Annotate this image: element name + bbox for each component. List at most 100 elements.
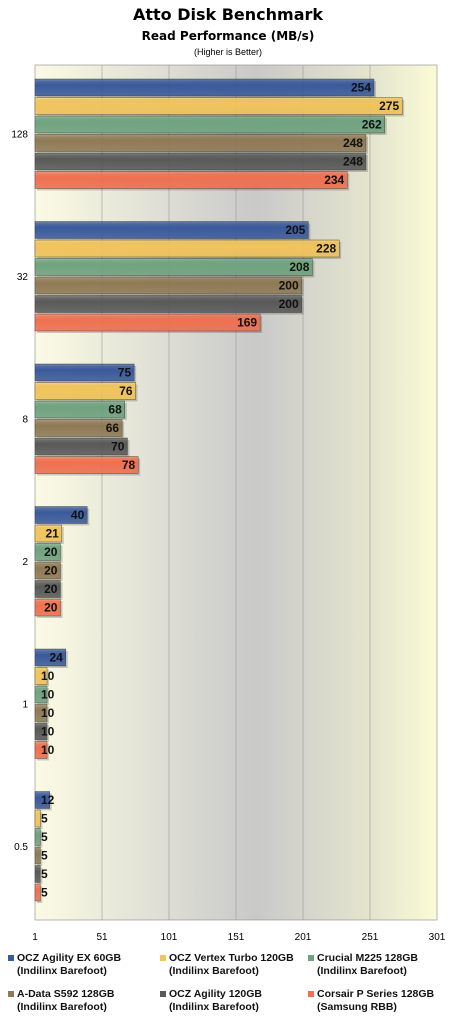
bar: [34, 741, 48, 759]
bar-value-label: 262: [362, 118, 382, 132]
bar: [34, 221, 309, 239]
legend-sublabel: (Indilinx Barefoot): [17, 964, 107, 977]
bar: [34, 561, 61, 580]
bar: [34, 809, 41, 828]
x-tick-label: 101: [161, 932, 178, 943]
chart-title: Atto Disk Benchmark: [133, 5, 323, 24]
bar: [34, 704, 48, 722]
legend-swatch: [308, 955, 314, 961]
bar-value-label: 234: [324, 173, 344, 187]
bar-value-label: 205: [285, 223, 305, 237]
bar-value-label: 228: [316, 242, 336, 256]
legend-label: OCZ Vertex Turbo 120GB: [169, 952, 294, 964]
y-tick-label: 128: [11, 130, 28, 141]
legend-item: OCZ Agility 120GB (Indilinx Barefoot): [160, 988, 310, 1016]
bar-series: 2542057540241227522876211052622086820105…: [34, 78, 405, 903]
bar: [34, 598, 61, 617]
legend-sublabel: (Indilinx Barefoot): [317, 964, 407, 977]
legend-sublabel: (Indilinx Barefoot): [169, 1000, 259, 1013]
bar-value-label: 66: [106, 421, 120, 435]
bar: [34, 791, 50, 809]
x-tick-label: 251: [362, 932, 379, 943]
legend-label: A-Data S592 128GB: [17, 988, 115, 1000]
x-tick-label: 301: [429, 932, 446, 943]
legend: OCZ Agility EX 60GB (Indilinx Barefoot) OC…: [0, 945, 457, 1017]
grid-lines: [101, 65, 371, 920]
bar: [34, 865, 41, 883]
bar: [34, 134, 367, 152]
bar: [34, 363, 135, 382]
bar-value-label: 20: [44, 582, 58, 596]
legend-label: OCZ Agility 120GB: [169, 988, 262, 1000]
bar-value-label: 5: [41, 886, 48, 900]
y-tick-label: 0.5: [14, 842, 28, 853]
legend-item: A-Data S592 128GB (Indilinx Barefoot): [8, 988, 158, 1016]
y-tick-label: 32: [17, 272, 29, 283]
bar-value-label: 78: [122, 458, 136, 472]
bar-value-label: 5: [41, 830, 48, 844]
legend-item: Crucial M225 128GB (Indilinx Barefoot): [308, 952, 457, 980]
bar: [34, 171, 348, 189]
bar: [34, 437, 128, 456]
x-tick-label: 1: [32, 932, 38, 943]
bar-value-label: 10: [41, 706, 55, 720]
bar: [34, 400, 125, 419]
bar: [34, 524, 62, 543]
bar: [34, 846, 41, 865]
bar: [34, 648, 67, 667]
bar: [34, 685, 48, 704]
bar: [34, 258, 313, 276]
bar-value-label: 20: [44, 601, 58, 615]
bar-value-label: 10: [41, 669, 55, 683]
chart-subtitle: Read Performance (MB/s): [142, 29, 315, 43]
bar-value-label: 275: [379, 99, 399, 113]
bar: [34, 78, 375, 97]
bar-value-label: 75: [118, 366, 132, 380]
bar-value-label: 10: [41, 688, 55, 702]
legend-swatch: [8, 991, 14, 997]
x-tick-label: 201: [295, 932, 312, 943]
y-tick-label: 2: [22, 557, 28, 568]
bar-value-label: 70: [111, 440, 125, 454]
legend-swatch: [308, 991, 314, 997]
legend-item: OCZ Vertex Turbo 120GB (Indilinx Barefoot…: [160, 952, 310, 980]
bar: [34, 313, 261, 332]
legend-sublabel: (Indilinx Barefoot): [17, 1000, 107, 1013]
bar: [34, 239, 340, 258]
x-tick-label: 51: [96, 932, 108, 943]
legend-sublabel: (Samsung RBB): [317, 1000, 397, 1013]
bar-value-label: 12: [41, 793, 55, 807]
bar: [34, 295, 302, 313]
legend-sublabel: (Indilinx Barefoot): [169, 964, 259, 977]
bar-value-label: 200: [279, 279, 299, 293]
y-tick-label: 1: [22, 700, 28, 711]
bar-value-label: 208: [289, 260, 309, 274]
legend-item: Corsair P Series 128GB (Samsung RBB): [308, 988, 457, 1016]
bar: [34, 543, 61, 561]
bar-value-label: 20: [44, 545, 58, 559]
bar: [34, 828, 41, 846]
bar-value-label: 200: [279, 297, 299, 311]
bar: [34, 722, 48, 741]
bar: [34, 276, 302, 295]
legend-swatch: [8, 955, 14, 961]
bar-value-label: 24: [49, 651, 63, 665]
legend-item: OCZ Agility EX 60GB (Indilinx Barefoot): [8, 952, 158, 980]
bar: [34, 97, 403, 115]
legend-swatch: [160, 991, 166, 997]
bar-chart: Atto Disk Benchmark Read Performance (MB…: [11, 5, 445, 944]
bar-value-label: 169: [237, 316, 257, 330]
bar-value-label: 40: [71, 508, 85, 522]
legend-label: Crucial M225 128GB: [317, 952, 418, 964]
bar-value-label: 5: [41, 849, 48, 863]
bar: [34, 382, 136, 400]
bar-value-label: 248: [343, 136, 363, 150]
bar: [34, 580, 61, 598]
bar-value-label: 5: [41, 812, 48, 826]
bar: [34, 506, 88, 524]
bar-value-label: 20: [44, 564, 58, 578]
bar-value-label: 10: [41, 725, 55, 739]
bar: [34, 667, 48, 685]
bar-value-label: 68: [108, 403, 122, 417]
